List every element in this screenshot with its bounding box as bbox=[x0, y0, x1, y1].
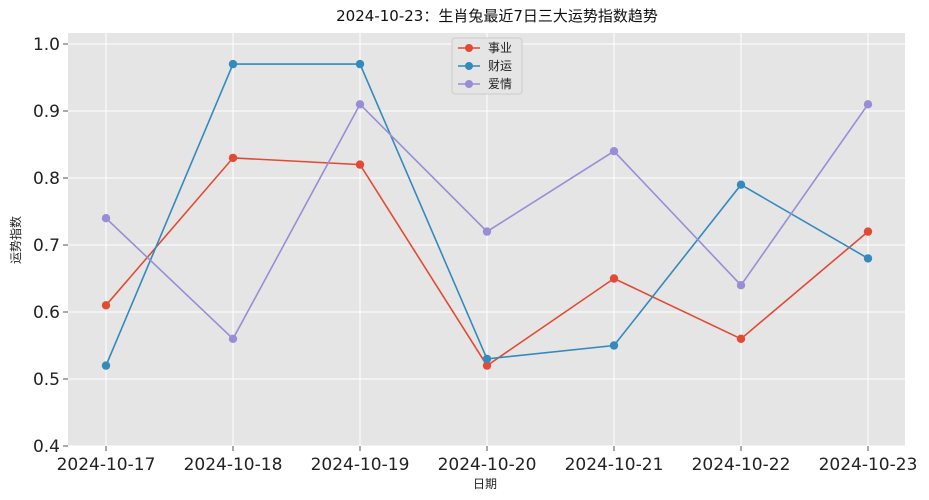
y-tick-label: 0.9 bbox=[33, 102, 60, 122]
data-point bbox=[228, 59, 238, 69]
x-tick-label: 2024-10-19 bbox=[311, 455, 410, 475]
x-tick-label: 2024-10-18 bbox=[184, 455, 283, 475]
data-point bbox=[863, 254, 873, 263]
data-point bbox=[482, 227, 492, 236]
data-point bbox=[736, 180, 746, 189]
x-tick-label: 2024-10-23 bbox=[819, 455, 918, 475]
x-axis-label: 日期 bbox=[473, 477, 497, 491]
x-tick-label: 2024-10-17 bbox=[57, 455, 156, 475]
legend-marker bbox=[465, 44, 473, 52]
x-tick-label: 2024-10-22 bbox=[692, 455, 791, 475]
data-point bbox=[101, 214, 111, 223]
axes: 2024-10-17 2024-10-18 2024-10-19 2024-10-20… bbox=[33, 35, 917, 475]
data-point bbox=[482, 361, 492, 370]
data-point bbox=[355, 59, 365, 69]
data-point bbox=[101, 301, 111, 310]
x-tick-label: 2024-10-20 bbox=[438, 455, 537, 475]
data-point bbox=[355, 100, 365, 109]
y-tick-label: 0.4 bbox=[33, 437, 60, 457]
legend-label: 财运 bbox=[488, 59, 512, 73]
y-tick-label: 0.5 bbox=[33, 370, 60, 390]
data-point bbox=[228, 334, 238, 343]
legend-box bbox=[451, 37, 523, 95]
data-point bbox=[736, 281, 746, 290]
series-layer bbox=[101, 59, 873, 370]
y-tick-label: 1.0 bbox=[33, 35, 60, 55]
data-point bbox=[609, 147, 619, 156]
data-point bbox=[609, 274, 619, 283]
data-point bbox=[482, 354, 492, 364]
x-tick-label: 2024-10-21 bbox=[565, 455, 664, 475]
legend-marker bbox=[465, 80, 473, 88]
data-point bbox=[863, 100, 873, 109]
data-point bbox=[863, 227, 873, 236]
legend-marker bbox=[465, 62, 473, 70]
data-point bbox=[355, 160, 365, 169]
y-tick-label: 0.6 bbox=[33, 303, 60, 323]
legend-label: 爱情 bbox=[488, 77, 512, 91]
y-tick-label: 0.7 bbox=[33, 236, 60, 256]
chart-title: 2024-10-23：生肖兔最近7日三大运势指数趋势 bbox=[336, 7, 658, 25]
data-point bbox=[736, 334, 746, 343]
data-point bbox=[228, 153, 238, 163]
data-point bbox=[101, 361, 111, 370]
data-point bbox=[609, 341, 619, 350]
legend-label: 事业 bbox=[488, 41, 512, 55]
y-tick-label: 0.8 bbox=[33, 169, 60, 189]
y-axis-label: 运势指数 bbox=[8, 216, 23, 264]
